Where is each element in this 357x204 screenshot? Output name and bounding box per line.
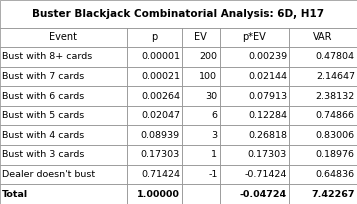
Bar	[220, 47, 289, 67]
Text: 0.83006: 0.83006	[316, 131, 355, 140]
Bar	[220, 184, 289, 204]
Bar	[0, 106, 127, 125]
Text: 0.64836: 0.64836	[316, 170, 355, 179]
Text: Dealer doesn't bust: Dealer doesn't bust	[2, 170, 95, 179]
Text: 0.26818: 0.26818	[248, 131, 287, 140]
Text: Bust with 6 cards: Bust with 6 cards	[2, 92, 84, 101]
Bar	[220, 86, 289, 106]
Bar	[289, 67, 357, 86]
Bar	[0, 125, 127, 145]
Bar	[289, 184, 357, 204]
Text: 0.74866: 0.74866	[316, 111, 355, 120]
Bar	[127, 165, 182, 184]
Bar	[220, 28, 289, 47]
Bar	[182, 165, 220, 184]
Bar	[127, 106, 182, 125]
Text: 2.38132: 2.38132	[316, 92, 355, 101]
Bar	[0, 184, 127, 204]
Bar	[220, 165, 289, 184]
Bar	[182, 47, 220, 67]
Bar	[182, 125, 220, 145]
Text: Bust with 7 cards: Bust with 7 cards	[2, 72, 84, 81]
Bar	[127, 145, 182, 165]
Bar	[289, 106, 357, 125]
Bar	[220, 67, 289, 86]
Text: Bust with 8+ cards: Bust with 8+ cards	[2, 52, 92, 61]
Bar	[0, 28, 127, 47]
Bar	[127, 184, 182, 204]
Text: 0.00001: 0.00001	[141, 52, 180, 61]
Text: 1.00000: 1.00000	[137, 190, 180, 199]
Text: Bust with 5 cards: Bust with 5 cards	[2, 111, 84, 120]
Text: 0.71424: 0.71424	[141, 170, 180, 179]
Text: 0.02047: 0.02047	[141, 111, 180, 120]
Text: EV: EV	[195, 32, 207, 42]
Text: Event: Event	[49, 32, 77, 42]
Bar	[0, 67, 127, 86]
Bar	[182, 86, 220, 106]
Bar	[289, 145, 357, 165]
Text: 3: 3	[211, 131, 217, 140]
Text: 0.12284: 0.12284	[248, 111, 287, 120]
Text: Buster Blackjack Combinatorial Analysis: 6D, H17: Buster Blackjack Combinatorial Analysis:…	[32, 9, 325, 19]
Text: -1: -1	[208, 170, 217, 179]
Text: VAR: VAR	[313, 32, 333, 42]
Bar	[289, 86, 357, 106]
Text: 0.07913: 0.07913	[248, 92, 287, 101]
Text: 0.47804: 0.47804	[316, 52, 355, 61]
Bar	[182, 184, 220, 204]
Bar	[127, 28, 182, 47]
Bar	[182, 67, 220, 86]
Bar	[127, 47, 182, 67]
Bar	[220, 125, 289, 145]
Bar	[220, 106, 289, 125]
Bar	[0, 86, 127, 106]
Text: 0.00264: 0.00264	[141, 92, 180, 101]
Text: 7.42267: 7.42267	[311, 190, 355, 199]
Text: -0.04724: -0.04724	[240, 190, 287, 199]
Text: 1: 1	[211, 150, 217, 159]
Text: 2.14647: 2.14647	[316, 72, 355, 81]
Bar	[127, 125, 182, 145]
Text: 6: 6	[211, 111, 217, 120]
Text: 100: 100	[200, 72, 217, 81]
Text: Bust with 3 cards: Bust with 3 cards	[2, 150, 84, 159]
Bar	[127, 67, 182, 86]
Bar	[0, 145, 127, 165]
Bar	[220, 145, 289, 165]
Bar	[182, 106, 220, 125]
Bar	[289, 165, 357, 184]
Text: 0.08939: 0.08939	[141, 131, 180, 140]
Text: 0.02144: 0.02144	[248, 72, 287, 81]
Text: Bust with 4 cards: Bust with 4 cards	[2, 131, 84, 140]
Text: 0.00021: 0.00021	[141, 72, 180, 81]
Text: 0.17303: 0.17303	[248, 150, 287, 159]
Bar	[289, 47, 357, 67]
Bar	[289, 28, 357, 47]
Text: -0.71424: -0.71424	[245, 170, 287, 179]
Text: 0.00239: 0.00239	[248, 52, 287, 61]
Bar	[0, 47, 127, 67]
Bar	[0, 165, 127, 184]
Bar	[289, 125, 357, 145]
Text: 0.17303: 0.17303	[141, 150, 180, 159]
Text: 30: 30	[205, 92, 217, 101]
Text: p*EV: p*EV	[242, 32, 266, 42]
Text: 0.18976: 0.18976	[316, 150, 355, 159]
Bar	[182, 145, 220, 165]
Text: p: p	[151, 32, 157, 42]
Text: Total: Total	[2, 190, 28, 199]
Bar	[127, 86, 182, 106]
Bar	[0, 0, 357, 28]
Text: 200: 200	[200, 52, 217, 61]
Bar	[182, 28, 220, 47]
